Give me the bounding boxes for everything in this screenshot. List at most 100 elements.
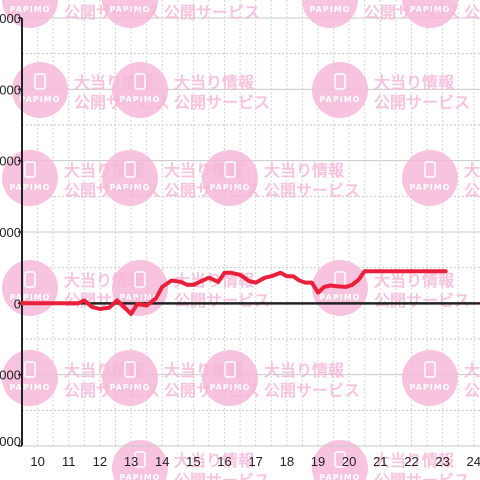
smartphone-icon <box>424 161 436 178</box>
watermark-line2: 公開サービス <box>174 291 270 310</box>
x-tick-label: 22 <box>404 454 418 469</box>
x-tick-label: 19 <box>311 454 325 469</box>
smartphone-icon <box>224 161 236 178</box>
watermark-logo <box>102 0 158 28</box>
watermark-logo-text: PAPIMO <box>320 473 361 480</box>
y-tick-label: -20,000 <box>0 434 21 449</box>
watermark-logo <box>402 350 458 406</box>
watermark-logo-text: PAPIMO <box>20 95 61 104</box>
x-tick-label: 16 <box>217 454 231 469</box>
x-tick-label: 18 <box>280 454 294 469</box>
smartphone-icon <box>24 361 36 378</box>
watermark-line1: 大当り情報 <box>164 0 245 2</box>
x-tick-label: 23 <box>435 454 449 469</box>
tick-labels: 40,000 30,000 20,000 10,000 0 -10,000 -20,000 1… <box>0 11 480 469</box>
smartphone-icon <box>224 361 236 378</box>
watermark-logo <box>102 150 158 206</box>
x-tick-label: 14 <box>155 454 169 469</box>
y-tick-label: 10,000 <box>0 225 21 240</box>
x-tick-label: 21 <box>373 454 387 469</box>
watermark-line2: 公開サービス <box>374 471 470 480</box>
watermark-logo <box>112 62 168 118</box>
smartphone-icon <box>124 161 136 178</box>
y-tick-label: 30,000 <box>0 82 21 97</box>
series-layer <box>20 269 448 316</box>
x-tick-label: 20 <box>342 454 356 469</box>
watermark-logo-text: PAPIMO <box>320 95 361 104</box>
smartphone-icon <box>34 73 46 90</box>
watermark-logo-text: PAPIMO <box>210 183 251 192</box>
watermark-line2: 公開サービス <box>464 381 480 400</box>
smartphone-icon <box>124 361 136 378</box>
watermark-line2: 公開サービス <box>264 181 360 200</box>
watermark-logo-text: PAPIMO <box>110 383 151 392</box>
watermark-logo <box>302 0 358 28</box>
smartphone-icon <box>134 271 146 288</box>
series-line <box>20 269 448 316</box>
x-tick-label: 10 <box>30 454 44 469</box>
watermark-line1: 大当り情報 <box>174 451 255 470</box>
watermark-logo-text: PAPIMO <box>110 5 151 14</box>
watermark-line2: 公開サービス <box>374 93 470 112</box>
x-tick-label: 15 <box>186 454 200 469</box>
watermark-logo-text: PAPIMO <box>10 5 51 14</box>
watermark-logo-text: PAPIMO <box>410 383 451 392</box>
x-tick-label: 13 <box>124 454 138 469</box>
watermark-logo <box>402 150 458 206</box>
watermark-line1: 大当り情報 <box>264 361 345 380</box>
watermark-line1: 大当り情報 <box>264 161 345 180</box>
x-tick-label: 24 <box>467 454 480 469</box>
watermark-logo-text: PAPIMO <box>320 293 361 302</box>
watermark-line2: 公開サービス <box>174 471 270 480</box>
smartphone-icon <box>424 361 436 378</box>
watermark-line2: 公開サービス <box>174 93 270 112</box>
watermark-logo-text: PAPIMO <box>120 293 161 302</box>
watermark-line2: 公開サービス <box>264 381 360 400</box>
watermark-logo-text: PAPIMO <box>120 473 161 480</box>
y-tick-label: 40,000 <box>0 11 21 26</box>
watermark-line1: 大当り情報 <box>374 271 455 290</box>
watermark-line1: 大当り情報 <box>374 73 455 92</box>
watermark-logo <box>2 350 58 406</box>
smartphone-icon <box>24 161 36 178</box>
watermark-logo-text: PAPIMO <box>10 183 51 192</box>
x-tick-label: 12 <box>93 454 107 469</box>
watermark-logo <box>12 62 68 118</box>
watermark-logo <box>202 350 258 406</box>
watermark-line2: 公開サービス <box>164 3 260 22</box>
watermark-logo-text: PAPIMO <box>10 293 51 302</box>
watermark-logo <box>202 150 258 206</box>
watermark-logo-text: PAPIMO <box>120 95 161 104</box>
watermark-line1: 大当り情報 <box>374 451 455 470</box>
y-tick-label: -10,000 <box>0 368 21 383</box>
watermark-logo <box>102 350 158 406</box>
x-tick-label: 17 <box>248 454 262 469</box>
smartphone-icon <box>334 451 346 468</box>
x-tick-label: 11 <box>62 454 76 469</box>
smartphone-icon <box>134 73 146 90</box>
watermark-logo <box>402 0 458 28</box>
watermark-logo <box>312 440 368 480</box>
smartphone-icon <box>334 73 346 90</box>
y-tick-label: 20,000 <box>0 154 21 169</box>
watermark-line1: 大当り情報 <box>464 361 480 380</box>
watermark-line1: 大当り情報 <box>464 161 480 180</box>
watermark-logo-text: PAPIMO <box>410 183 451 192</box>
watermark-line1: 大当り情報 <box>174 73 255 92</box>
smartphone-icon <box>134 451 146 468</box>
watermark-logo-text: PAPIMO <box>310 5 351 14</box>
watermark-line2: 公開サービス <box>374 291 470 310</box>
y-tick-label: 0 <box>14 296 21 311</box>
watermark-logo <box>2 0 58 28</box>
watermark-logo <box>2 150 58 206</box>
